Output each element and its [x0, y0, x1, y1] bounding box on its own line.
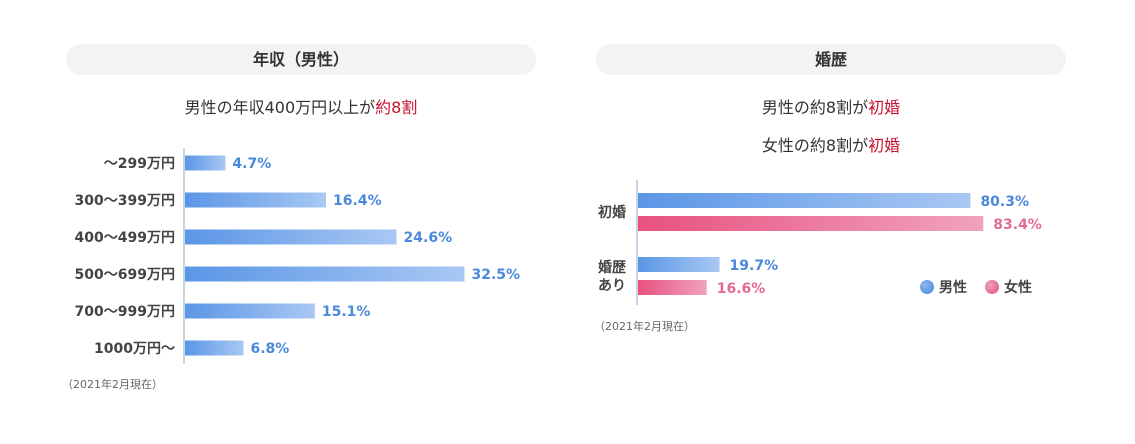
- legend-male-dot: [920, 280, 934, 294]
- marital-chart-title: 婚歴: [596, 44, 1066, 75]
- income-bar-chart: ～299万円 4.7% 300～399万円 16.4% 400～499万円 24.6% 50…: [75, 148, 521, 364]
- marital-value-label: 19.7%: [730, 258, 779, 274]
- income-bar: [185, 303, 315, 319]
- legend-female-dot: [985, 280, 999, 294]
- income-bar: [185, 340, 244, 356]
- marital-headline-female: 女性の約8割が初婚: [596, 132, 1066, 156]
- marital-category-label: 初婚: [598, 204, 626, 221]
- income-headline-highlight: 約8割: [375, 98, 418, 117]
- income-category-label: 500～699万円: [75, 267, 175, 283]
- marital-headline-male: 男性の約8割が初婚: [596, 94, 1066, 118]
- marital-bar-male: [638, 257, 720, 272]
- marital-category-label: あり: [598, 278, 626, 294]
- marital-headline-male-prefix: 男性の約8割が: [761, 98, 869, 117]
- income-category-label: 400～499万円: [75, 230, 175, 246]
- income-note: （2021年2月現在）: [62, 378, 163, 391]
- income-value-label: 32.5%: [472, 267, 521, 283]
- marital-bar-female: [638, 216, 984, 231]
- income-bar: [185, 192, 327, 208]
- income-category-label: ～299万円: [104, 156, 175, 172]
- marital-value-label: 16.6%: [717, 281, 766, 297]
- income-chart-title: 年収（男性）: [66, 44, 536, 75]
- legend-female-label: 女性: [1004, 280, 1032, 296]
- marital-note: （2021年2月現在）: [594, 320, 695, 333]
- marital-bar-male: [638, 193, 971, 208]
- income-category-label: 300～399万円: [75, 193, 175, 209]
- marital-category-label: 婚歴: [598, 259, 626, 276]
- marital-legend: 男性 女性: [920, 277, 1032, 297]
- income-value-label: 4.7%: [232, 156, 271, 172]
- income-value-label: 15.1%: [322, 304, 371, 320]
- legend-male-label: 男性: [939, 280, 967, 296]
- income-bar: [185, 229, 397, 245]
- income-bar: [185, 155, 226, 171]
- income-value-label: 24.6%: [404, 230, 453, 246]
- income-headline-prefix: 男性の年収400万円以上が: [184, 98, 376, 117]
- marital-headline-female-prefix: 女性の約8割が: [761, 136, 869, 155]
- marital-headline-male-highlight: 初婚: [868, 98, 901, 117]
- income-value-label: 16.4%: [333, 193, 382, 209]
- marital-value-label: 83.4%: [993, 217, 1042, 233]
- income-headline: 男性の年収400万円以上が約8割: [66, 94, 536, 118]
- marital-headline-female-highlight: 初婚: [868, 136, 901, 155]
- income-category-label: 700～999万円: [75, 304, 175, 320]
- marital-value-label: 80.3%: [980, 194, 1029, 210]
- income-bar: [185, 266, 465, 282]
- income-category-label: 1000万円～: [94, 341, 175, 357]
- income-value-label: 6.8%: [250, 341, 289, 357]
- marital-bar-female: [638, 280, 707, 295]
